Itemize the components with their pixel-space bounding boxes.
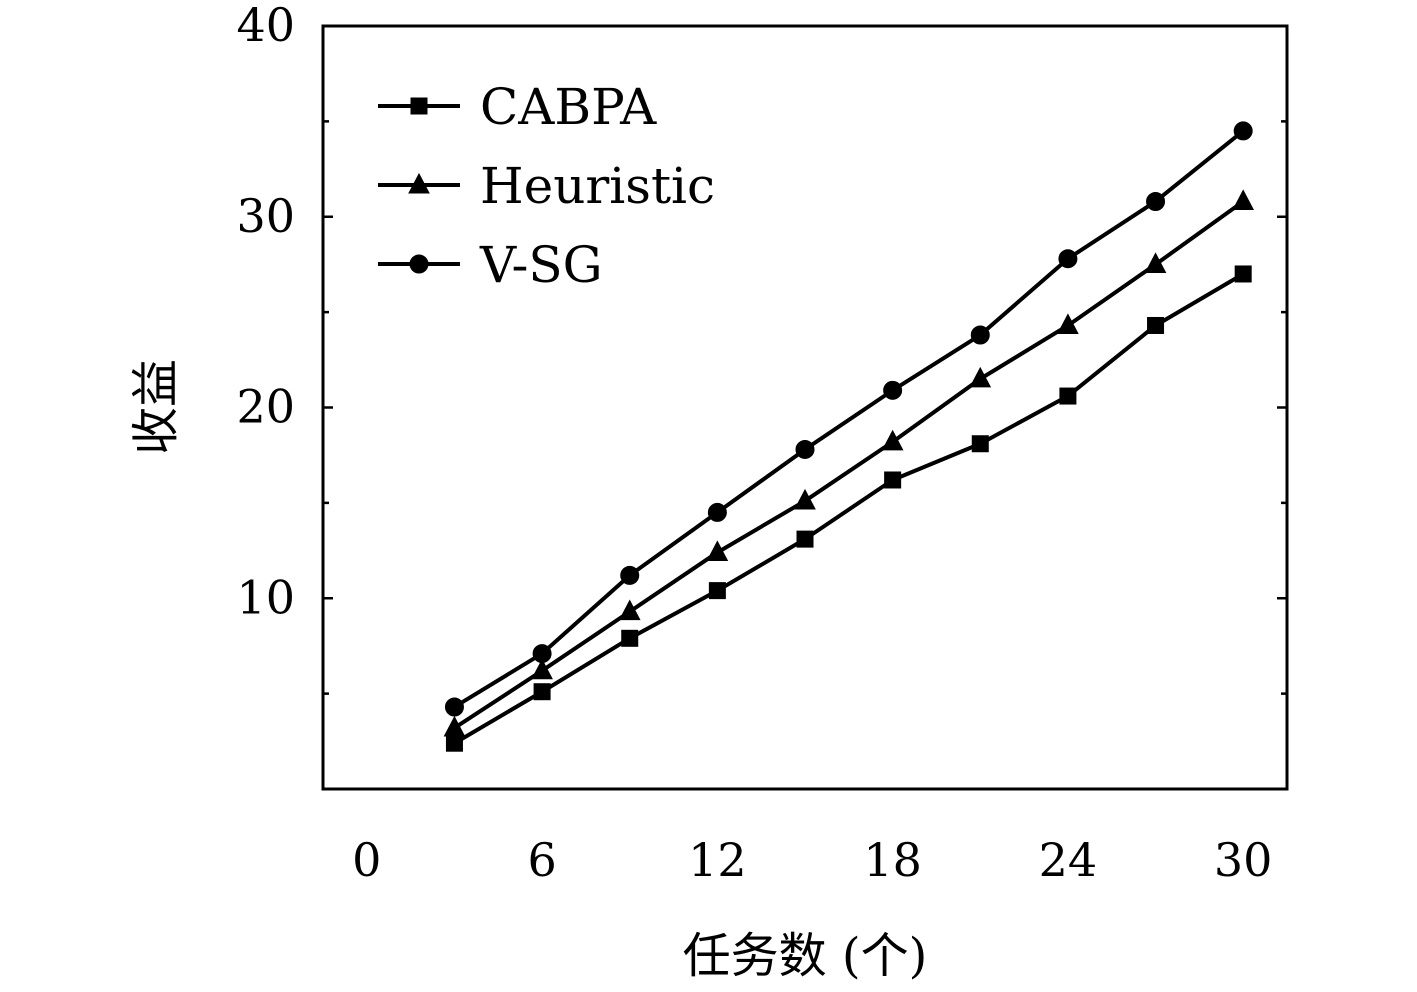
series-cabpa: [445, 265, 1252, 752]
y-tick-label: 10: [236, 570, 295, 624]
data-point: [970, 325, 990, 345]
series-line: [453, 199, 1245, 730]
data-point: [531, 658, 553, 680]
data-point: [1144, 252, 1167, 273]
series-line: [453, 129, 1245, 709]
series-line: [453, 272, 1245, 745]
data-point: [707, 502, 727, 522]
legend-entry: CABPA: [378, 78, 657, 136]
data-point: [1146, 191, 1166, 211]
data-point: [881, 429, 904, 451]
legend-label: V-SG: [479, 236, 603, 294]
y-ticks: 10 20 30 40: [236, 0, 1287, 695]
data-point: [795, 439, 815, 459]
data-point: [706, 540, 729, 561]
legend-entry: V-SG: [378, 236, 603, 294]
legend-label: Heuristic: [480, 157, 715, 215]
x-tick-label: 6: [527, 833, 556, 887]
data-point: [621, 629, 639, 647]
legend: CABPA Heuristic V-SG: [378, 78, 715, 294]
plot-frame: [321, 24, 1289, 791]
data-point: [443, 715, 466, 737]
y-tick-label: 20: [236, 380, 295, 434]
y-tick-label: 40: [236, 0, 295, 52]
data-point: [883, 380, 903, 400]
legend-marker: [410, 97, 428, 115]
data-point: [1233, 121, 1253, 141]
data-point: [1147, 316, 1165, 334]
series-v-sg: [444, 121, 1253, 717]
x-tick-label: 12: [688, 833, 747, 887]
series-heuristic: [443, 189, 1255, 737]
x-tick-label: 18: [863, 833, 922, 887]
data-point: [794, 488, 816, 510]
data-point: [971, 435, 989, 453]
y-axis-label: 收益: [128, 359, 184, 455]
legend-marker: [408, 172, 430, 194]
data-point: [884, 471, 902, 489]
data-point: [796, 530, 814, 548]
x-tick-label: 24: [1039, 833, 1098, 887]
data-point: [444, 697, 464, 717]
data-point: [1057, 313, 1079, 334]
legend-marker: [409, 254, 429, 274]
x-tick-label: 30: [1214, 833, 1273, 887]
x-ticks: 0 6 12 18 24 30: [352, 833, 1272, 887]
legend-entry: Heuristic: [378, 157, 715, 215]
data-point: [532, 644, 552, 664]
data-point: [1058, 249, 1078, 269]
data-point: [445, 734, 463, 752]
data-point: [708, 582, 726, 600]
data-point: [969, 366, 992, 388]
data-point: [618, 599, 641, 621]
data-point: [620, 565, 640, 585]
data-point: [533, 683, 551, 701]
y-tick-label: 30: [236, 189, 295, 243]
x-tick-label: 0: [352, 833, 381, 887]
legend-label: CABPA: [480, 78, 657, 136]
data-point: [1234, 265, 1252, 283]
series-layer: [443, 121, 1255, 752]
data-point: [1232, 189, 1255, 210]
data-point: [1059, 387, 1077, 405]
x-axis-label: 任务数 (个): [683, 928, 928, 984]
